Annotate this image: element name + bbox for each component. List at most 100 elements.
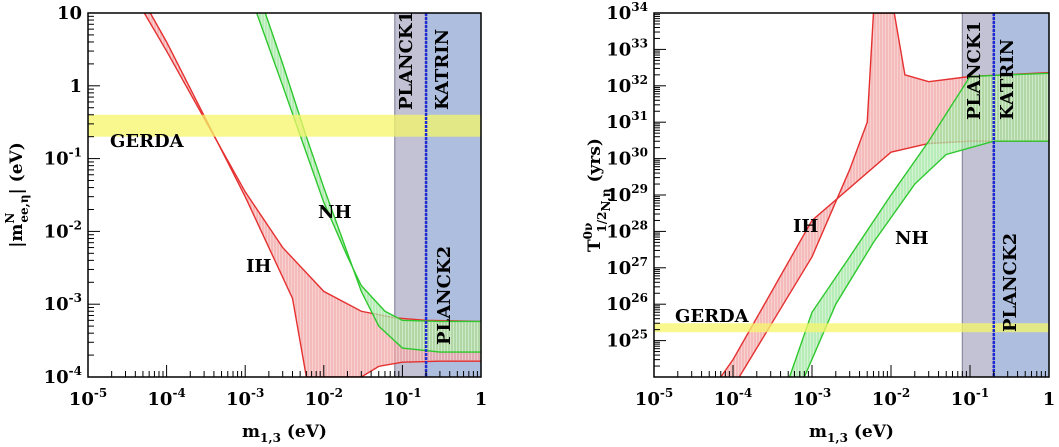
planck1-label: PLANCK1 — [396, 11, 417, 110]
x-axis-label-unit: (eV) — [281, 422, 327, 442]
y-axis-label-main: |m — [7, 224, 27, 248]
nh-label: NH — [895, 228, 928, 249]
x-tick-exp: -5 — [94, 386, 107, 400]
y-tick-label: 1025 — [606, 328, 648, 352]
x-tick-exp: -2 — [897, 386, 910, 400]
y-axis-label-sup: 0ν — [581, 223, 595, 240]
curve-upper-nh — [788, 72, 1049, 377]
y-tick-exp: -3 — [69, 291, 82, 305]
ih-label: IH — [793, 216, 818, 237]
x-tick-label: 10-2 — [305, 386, 343, 410]
y-tick-label: 1030 — [606, 146, 648, 170]
x-tick-base: 10 — [69, 389, 94, 410]
y-axis-label-sub: 1/2 — [595, 212, 609, 233]
band-planck2 — [426, 13, 481, 377]
y-tick-label: 1026 — [606, 291, 648, 315]
y-tick-base: 10 — [606, 185, 631, 206]
x-axis-label-sub: 1,3 — [827, 431, 848, 445]
band-gerda — [654, 323, 1049, 333]
y-axis-label: |mNee,η| (eV) — [3, 142, 31, 248]
x-tick-exp: -4 — [739, 386, 752, 400]
y-tick-label: 1034 — [606, 0, 648, 24]
katrin-label: KATRIN — [432, 29, 453, 110]
planck2-label: PLANCK2 — [1000, 233, 1021, 332]
x-tick-base: 1 — [1043, 389, 1056, 410]
y-tick-label: 1028 — [606, 218, 648, 242]
y-tick-base: 10 — [606, 76, 631, 97]
y-tick-base: 10 — [57, 3, 82, 24]
x-tick-base: 10 — [714, 389, 739, 410]
x-tick-label: 10-4 — [714, 386, 752, 410]
x-tick-label: 1 — [475, 389, 488, 410]
x-tick-label: 1 — [1043, 389, 1056, 410]
y-tick-base: 10 — [44, 294, 69, 315]
x-tick-base: 10 — [383, 389, 408, 410]
x-tick-exp: -3 — [251, 386, 264, 400]
y-tick-base: 10 — [606, 112, 631, 133]
planck1-label: PLANCK1 — [964, 21, 985, 120]
y-tick-exp: 27 — [631, 255, 648, 269]
y-tick-base: 10 — [606, 3, 631, 24]
x-axis-label: m1,3 (eV) — [242, 422, 327, 445]
x-tick-base: 10 — [951, 389, 976, 410]
y-tick-exp: 31 — [631, 109, 648, 123]
y-tick-exp: 32 — [631, 73, 648, 87]
y-tick-base: 10 — [606, 258, 631, 279]
y-axis-label: T0ν1/2N,η (yrs) — [581, 138, 613, 252]
curve-lower-ih — [149, 13, 481, 377]
y-axis-label-main: T — [585, 239, 605, 252]
x-tick-base: 10 — [147, 389, 172, 410]
x-tick-label: 10-5 — [69, 386, 107, 410]
x-tick-base: 10 — [793, 389, 818, 410]
katrin-label: KATRIN — [997, 39, 1018, 120]
y-tick-exp: 33 — [631, 36, 648, 50]
y-axis-label-sub2: N,η — [599, 188, 613, 211]
y-tick-exp: -4 — [69, 364, 82, 378]
x-tick-label: 10-3 — [226, 386, 264, 410]
x-tick-base: 10 — [226, 389, 251, 410]
curve-upper-ih — [738, 13, 1049, 377]
y-tick-exp: 25 — [631, 328, 648, 342]
plot-area — [654, 13, 1049, 377]
left-panel-m-ee: 10-5 10-4 10-3 10-2 10-1 110-410-310-210-1110… — [3, 3, 487, 445]
x-tick-base: 10 — [635, 389, 660, 410]
y-tick-base: 1 — [69, 76, 82, 97]
x-tick-label: 10-5 — [635, 386, 673, 410]
x-tick-base: 1 — [475, 389, 488, 410]
y-tick-base: 10 — [606, 149, 631, 170]
x-tick-exp: -1 — [408, 386, 421, 400]
y-tick-base: 10 — [44, 367, 69, 388]
x-tick-label: 10-2 — [872, 386, 910, 410]
y-tick-base: 10 — [606, 221, 631, 242]
nh-label: NH — [318, 202, 351, 223]
y-axis-label-unit: | (eV) — [7, 142, 27, 194]
y-tick-exp: 29 — [631, 182, 648, 196]
y-tick-base: 10 — [606, 294, 631, 315]
y-tick-exp: 26 — [631, 291, 648, 305]
y-axis-label-sup: N — [3, 213, 17, 224]
area-hatch-nh — [789, 73, 1049, 377]
y-tick-exp: 30 — [631, 146, 648, 160]
x-tick-base: 10 — [305, 389, 330, 410]
band-gerda — [88, 114, 481, 137]
x-tick-base: 10 — [872, 389, 897, 410]
x-axis-label-main: m — [242, 422, 260, 442]
y-tick-label: 1027 — [606, 255, 648, 279]
plot-area — [88, 13, 481, 377]
gerda-label: GERDA — [675, 306, 750, 327]
x-axis-label: m1,3 (eV) — [809, 422, 894, 445]
plot-frame — [87, 12, 482, 378]
y-tick-exp: 28 — [631, 218, 648, 232]
y-tick-exp: 34 — [631, 0, 648, 14]
planck2-label: PLANCK2 — [434, 246, 455, 345]
y-tick-base: 10 — [44, 149, 69, 170]
y-tick-label: 1029 — [606, 182, 648, 206]
x-tick-label: 10-1 — [383, 386, 421, 410]
x-axis-label-main: m — [809, 422, 827, 442]
y-tick-label: 1031 — [606, 109, 648, 133]
x-tick-exp: -4 — [172, 386, 185, 400]
x-tick-exp: -1 — [976, 386, 989, 400]
x-axis-label-sub: 1,3 — [260, 431, 281, 445]
y-tick-label: 1032 — [606, 73, 648, 97]
